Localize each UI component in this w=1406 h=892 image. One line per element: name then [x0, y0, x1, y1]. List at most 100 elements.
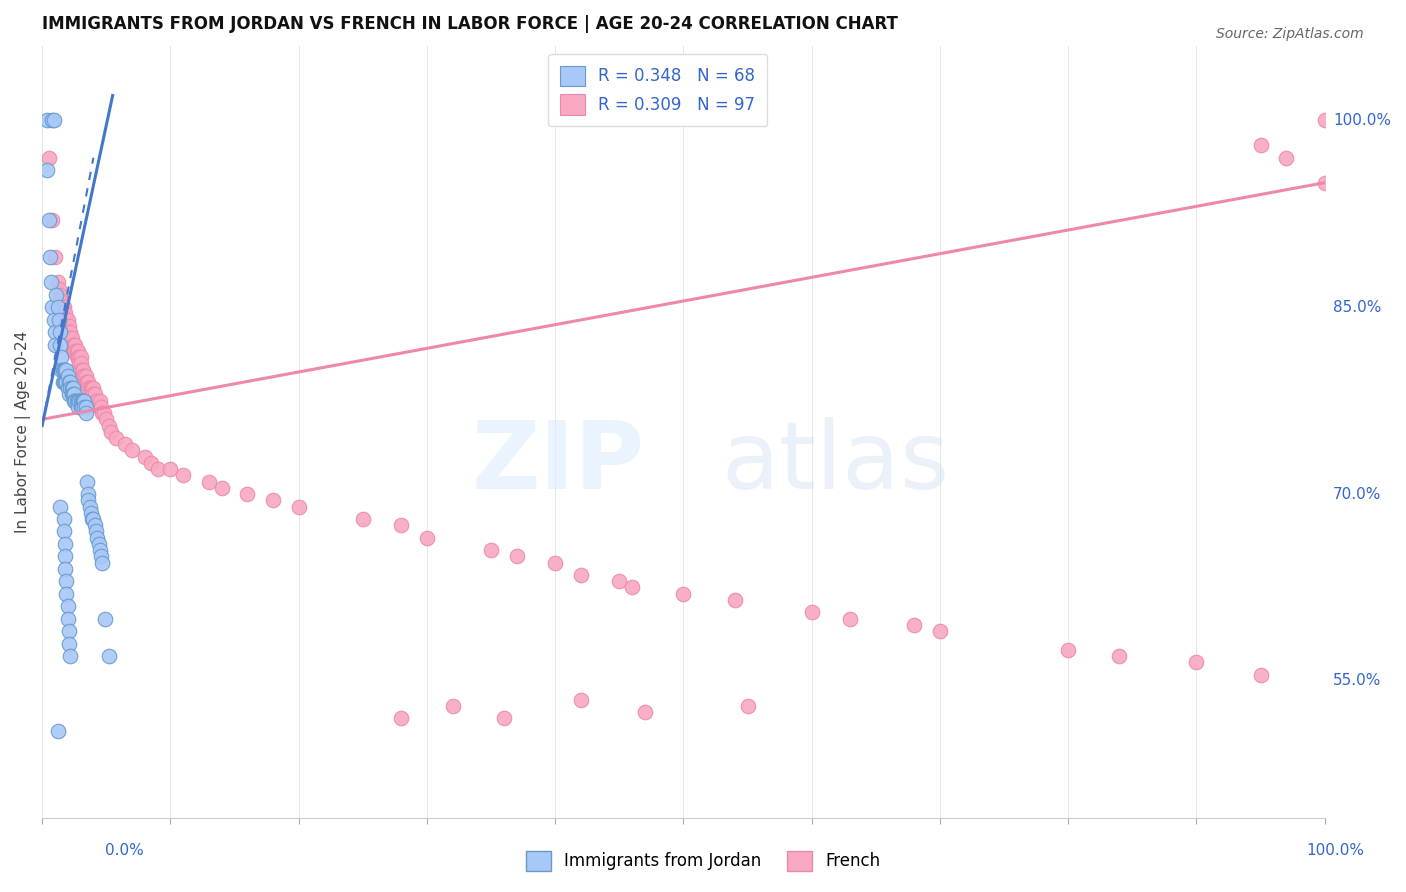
Point: [48, 281, 70, 295]
Point: [65, 343, 87, 358]
Point: [55, 574, 77, 589]
Point: [55, 587, 77, 601]
Y-axis label: In Labor Force | Age 20-24: In Labor Force | Age 20-24: [15, 331, 31, 533]
Point: [58, 375, 80, 389]
Point: [38, 151, 60, 165]
Point: [105, 431, 128, 445]
Point: [77, 381, 100, 395]
Point: [55, 362, 77, 376]
Point: [72, 362, 94, 376]
Point: [38, 251, 60, 265]
Point: [53, 537, 76, 551]
Point: [58, 636, 80, 650]
Text: 85.0%: 85.0%: [1333, 300, 1381, 315]
Point: [53, 362, 76, 376]
Point: [70, 393, 93, 408]
Point: [52, 362, 75, 376]
Point: [159, 462, 181, 476]
Point: [198, 475, 221, 489]
Point: [134, 450, 156, 464]
Point: [1313, 176, 1336, 190]
Point: [75, 368, 97, 383]
Point: [75, 400, 97, 414]
Point: [72, 393, 94, 408]
Point: [66, 343, 89, 358]
Point: [52, 375, 75, 389]
Point: [53, 562, 76, 576]
Point: [56, 325, 79, 339]
Point: [82, 381, 104, 395]
Point: [91, 406, 114, 420]
Point: [56, 599, 79, 614]
Point: [46, 723, 69, 738]
Point: [59, 648, 82, 663]
Point: [46, 276, 69, 290]
Point: [90, 549, 112, 564]
Point: [67, 393, 90, 408]
Point: [236, 487, 259, 501]
Point: [83, 387, 105, 401]
Point: [441, 698, 464, 713]
Point: [569, 692, 592, 706]
Point: [287, 500, 309, 514]
Text: 100.0%: 100.0%: [1306, 843, 1364, 858]
Text: ZIP: ZIP: [472, 417, 645, 508]
Point: [69, 400, 91, 414]
Point: [544, 556, 567, 570]
Point: [416, 531, 439, 545]
Point: [77, 487, 100, 501]
Point: [79, 500, 101, 514]
Point: [928, 624, 950, 638]
Point: [1057, 642, 1080, 657]
Point: [569, 568, 592, 582]
Text: IMMIGRANTS FROM JORDAN VS FRENCH IN LABOR FORCE | AGE 20-24 CORRELATION CHART: IMMIGRANTS FROM JORDAN VS FRENCH IN LABO…: [42, 15, 898, 33]
Point: [49, 287, 72, 301]
Point: [52, 300, 75, 314]
Point: [51, 293, 73, 308]
Point: [55, 325, 77, 339]
Point: [262, 493, 284, 508]
Text: atlas: atlas: [721, 417, 950, 508]
Point: [63, 337, 86, 351]
Point: [87, 537, 110, 551]
Text: 70.0%: 70.0%: [1333, 486, 1381, 501]
Point: [737, 698, 759, 713]
Point: [352, 512, 374, 526]
Point: [73, 393, 96, 408]
Point: [46, 300, 69, 314]
Point: [62, 381, 84, 395]
Point: [65, 337, 87, 351]
Point: [49, 500, 72, 514]
Point: [62, 387, 84, 401]
Point: [70, 362, 93, 376]
Point: [90, 400, 112, 414]
Point: [672, 587, 695, 601]
Point: [53, 375, 76, 389]
Point: [80, 506, 103, 520]
Text: Source: ZipAtlas.com: Source: ZipAtlas.com: [1216, 27, 1364, 41]
Point: [53, 306, 76, 320]
Point: [724, 593, 747, 607]
Point: [89, 393, 111, 408]
Point: [69, 350, 91, 364]
Point: [93, 406, 115, 420]
Point: [82, 512, 104, 526]
Point: [60, 387, 83, 401]
Point: [505, 549, 527, 564]
Point: [58, 318, 80, 333]
Point: [52, 524, 75, 539]
Point: [73, 400, 96, 414]
Point: [52, 375, 75, 389]
Point: [65, 393, 87, 408]
Point: [66, 393, 89, 408]
Point: [97, 418, 120, 433]
Legend: R = 0.348   N = 68, R = 0.309   N = 97: R = 0.348 N = 68, R = 0.309 N = 97: [548, 54, 768, 127]
Point: [44, 251, 66, 265]
Point: [38, 213, 60, 227]
Point: [49, 337, 72, 351]
Point: [84, 393, 107, 408]
Point: [42, 312, 65, 326]
Point: [76, 375, 98, 389]
Point: [634, 705, 657, 719]
Point: [69, 393, 91, 408]
